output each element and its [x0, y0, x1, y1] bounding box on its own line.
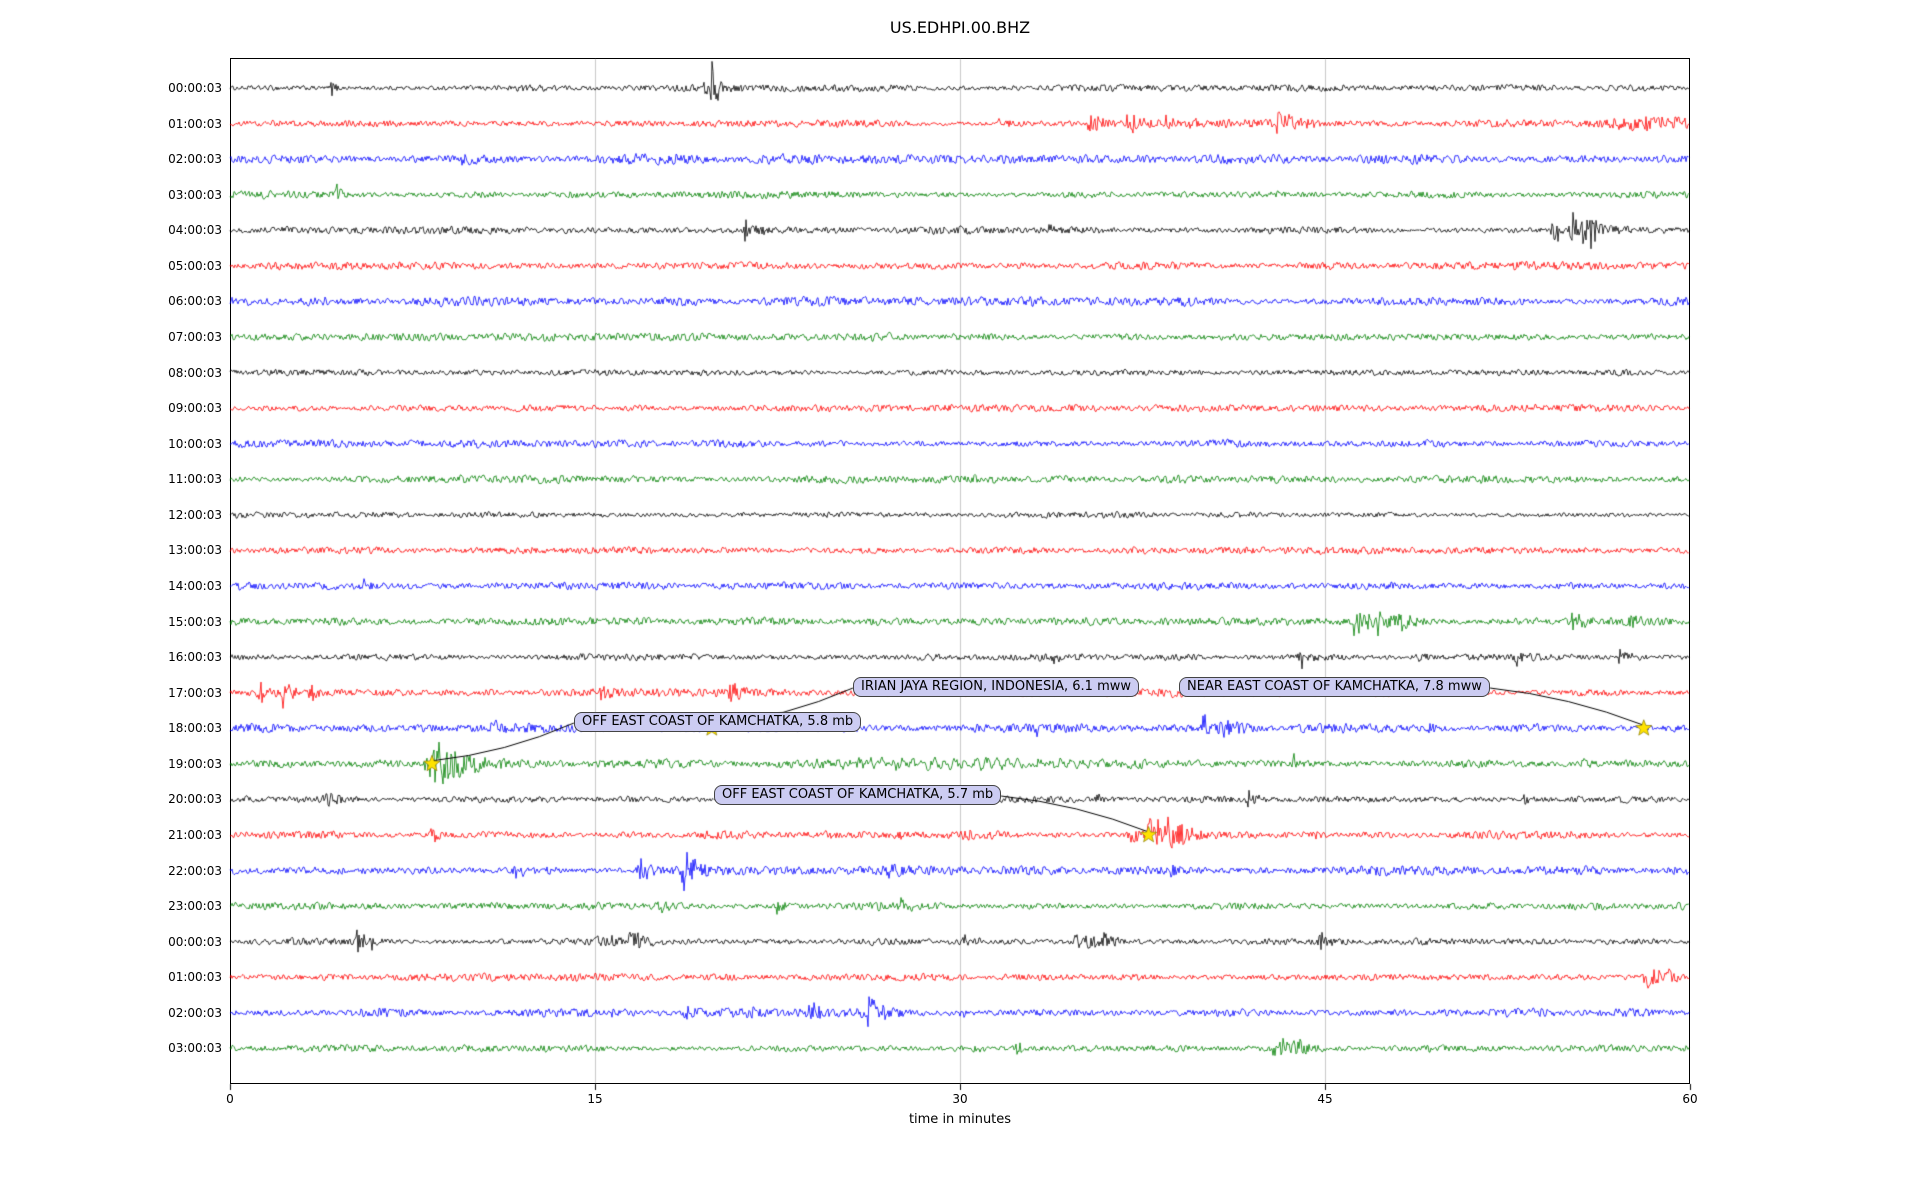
trace-time-label: 23:00:03: [168, 899, 222, 914]
trace-time-label: 02:00:03: [168, 152, 222, 167]
trace-time-label: 00:00:03: [168, 934, 222, 949]
trace-time-label: 08:00:03: [168, 365, 222, 380]
trace-time-label: 20:00:03: [168, 792, 222, 807]
trace-time-label: 10:00:03: [168, 436, 222, 451]
trace-time-label: 02:00:03: [168, 1005, 222, 1020]
x-tick-label: 60: [1682, 1092, 1698, 1106]
trace-time-label: 06:00:03: [168, 294, 222, 309]
x-tick-label: 45: [1317, 1092, 1333, 1106]
trace-time-label: 21:00:03: [168, 827, 222, 842]
trace-time-label: 12:00:03: [168, 507, 222, 522]
trace-time-label: 15:00:03: [168, 614, 222, 629]
trace-time-label: 11:00:03: [168, 472, 222, 487]
trace-time-label: 03:00:03: [168, 1041, 222, 1056]
event-label: IRIAN JAYA REGION, INDONESIA, 6.1 mww: [853, 677, 1139, 697]
trace-time-label: 17:00:03: [168, 685, 222, 700]
trace-time-label: 07:00:03: [168, 329, 222, 344]
trace-time-label: 22:00:03: [168, 863, 222, 878]
trace-time-label: 01:00:03: [168, 970, 222, 985]
trace-time-label: 01:00:03: [168, 116, 222, 131]
x-axis-label: time in minutes: [908, 1112, 1012, 1127]
trace-time-label: 00:00:03: [168, 81, 222, 95]
trace-time-label: 19:00:03: [168, 756, 222, 771]
trace-time-label: 09:00:03: [168, 401, 222, 416]
trace-time-label: 18:00:03: [168, 721, 222, 736]
event-label: OFF EAST COAST OF KAMCHATKA, 5.7 mb: [714, 785, 1002, 805]
event-label: NEAR EAST COAST OF KAMCHATKA, 7.8 mww: [1179, 677, 1490, 697]
trace-time-label: 14:00:03: [168, 578, 222, 593]
x-tick-label: 30: [952, 1092, 968, 1106]
x-tick-label: 0: [226, 1092, 234, 1106]
trace-time-label: 16:00:03: [168, 650, 222, 665]
trace-time-label: 13:00:03: [168, 543, 222, 558]
event-label: OFF EAST COAST OF KAMCHATKA, 5.8 mb: [574, 712, 862, 732]
trace-time-label: 04:00:03: [168, 223, 222, 238]
x-tick-label: 15: [587, 1092, 603, 1106]
trace-time-label: 03:00:03: [168, 187, 222, 202]
trace-time-label: 05:00:03: [168, 258, 222, 273]
